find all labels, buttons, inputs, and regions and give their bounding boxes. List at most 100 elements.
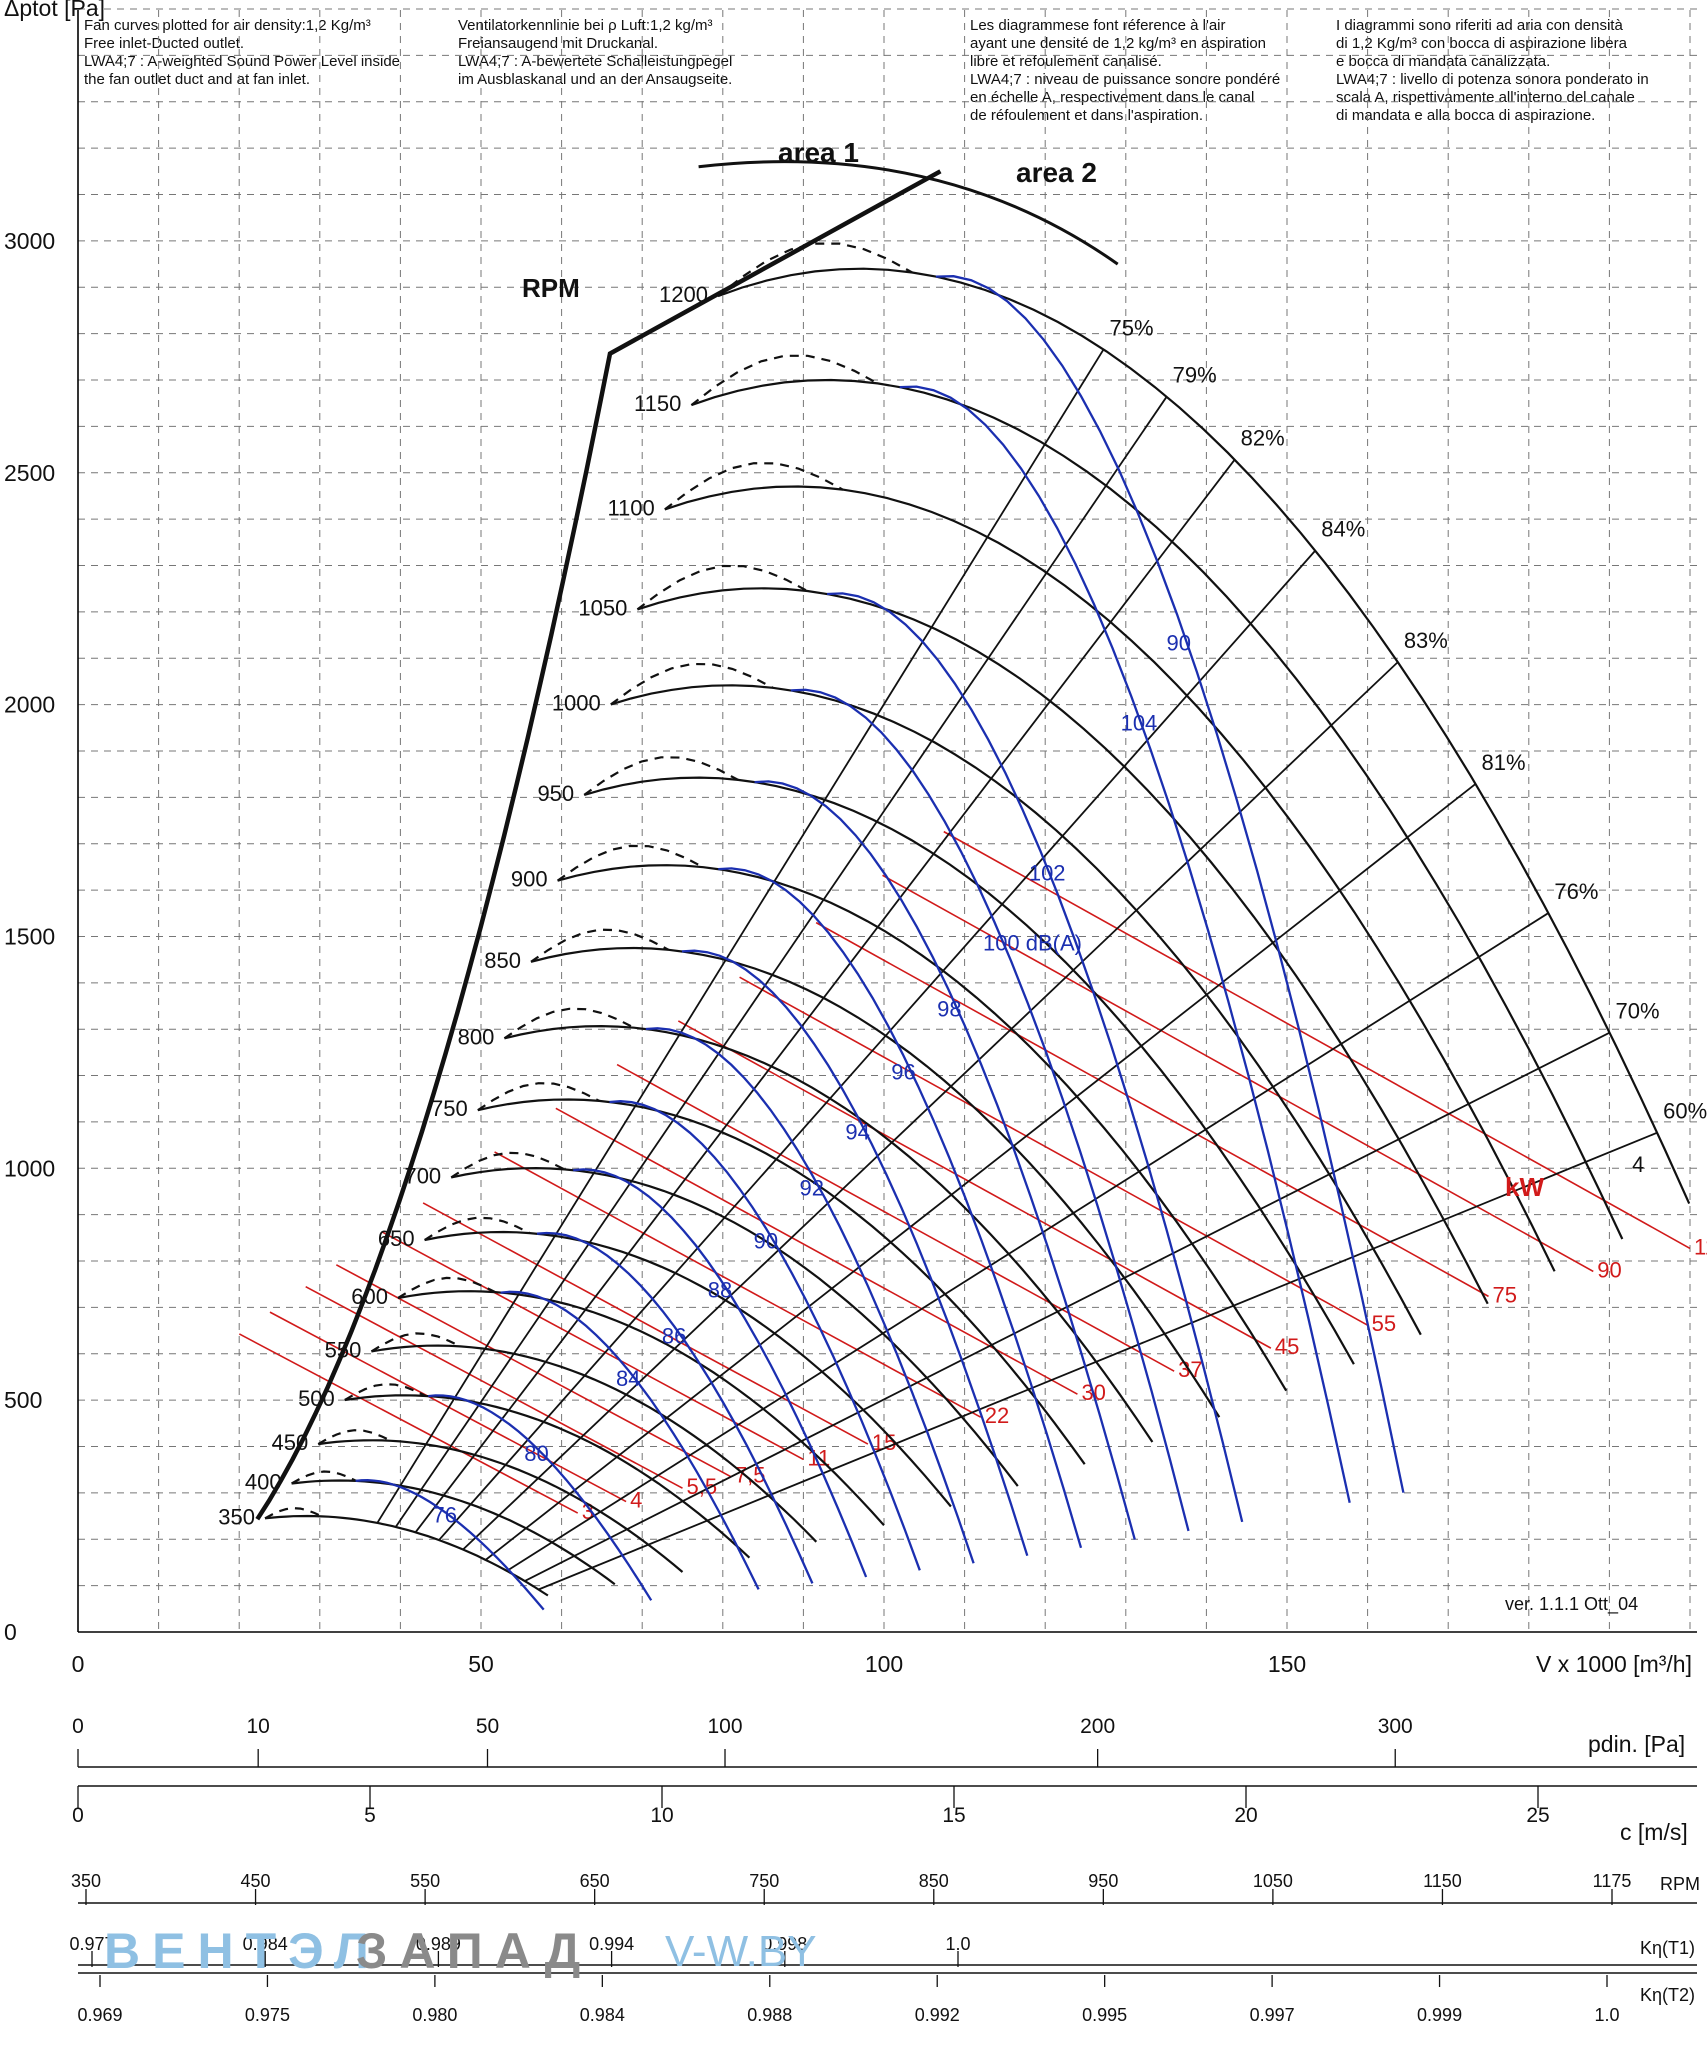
rpm-curve-500 xyxy=(344,1394,751,1559)
rpm-extension-900 xyxy=(556,844,704,882)
rpm-label-350: 350 xyxy=(218,1504,255,1529)
efficiency-line-0 xyxy=(376,348,1105,1524)
efficiency-line-6 xyxy=(506,912,1549,1572)
rpm-extension-950 xyxy=(583,756,739,796)
rpm-extension-600 xyxy=(397,1276,496,1299)
power-label-11: 75 xyxy=(1493,1282,1517,1307)
k-t1-ticks: 0.977 0.984 0.989 0.994 0.998 1.0 xyxy=(69,1934,971,1967)
note-de-2: Freiansaugend mit Druckanal. xyxy=(458,35,658,52)
watermark-part-2: ЗАПАД xyxy=(356,1923,592,1979)
x-tick-100: 100 xyxy=(865,1651,903,1677)
k-t1-label-0-998: 0.998 xyxy=(762,1934,807,1954)
rpm-scale-label-450: 450 xyxy=(241,1871,271,1891)
note-it-4: LWA4;7 : livello di potenza sonora ponde… xyxy=(1336,71,1649,88)
rpm-extension-350 xyxy=(264,1506,323,1520)
rpm-label-1100: 1100 xyxy=(607,495,654,520)
rpm-label-1000: 1000 xyxy=(552,690,601,715)
note-fr-2: ayant une densité de 1,2 kg/m³ en aspira… xyxy=(970,35,1266,52)
notes-german: Ventilatorkennlinie bei ρ Luft:1,2 kg/m³… xyxy=(458,17,732,88)
sound-label-11: 102 xyxy=(1029,860,1066,885)
rpm-extension-1150 xyxy=(690,354,879,406)
k-t2-label-0-992: 0.992 xyxy=(915,2005,960,2025)
note-it-5: scala A, rispettivamente all'interno del… xyxy=(1336,89,1635,106)
sound-curve-0 xyxy=(355,1479,545,1611)
sound-curve-12 xyxy=(899,385,1351,1504)
k-t1-label-0-984: 0.984 xyxy=(243,1934,288,1954)
notes-english: Fan curves plotted for air density:1,2 K… xyxy=(84,17,400,88)
y-tick-1500: 1500 xyxy=(4,923,55,949)
version-label: ver. 1.1.1 Ott_04 xyxy=(1505,1594,1638,1615)
y-tick-2000: 2000 xyxy=(4,692,55,718)
rpm-extension-800 xyxy=(503,1007,635,1040)
pdin-ticks: 0 10 50 100 200 300 xyxy=(72,1715,1413,1767)
rpm-extension-450 xyxy=(317,1429,392,1446)
rpm-scale-label-1050: 1050 xyxy=(1253,1871,1293,1891)
note-fr-5: en échelle A, respectivement dans le can… xyxy=(970,89,1254,106)
y-tick-labels: 0 500 1000 1500 2000 2500 3000 xyxy=(4,228,55,1645)
grid xyxy=(78,8,1697,1632)
power-line-0 xyxy=(238,1333,579,1514)
rpm-label-1050: 1050 xyxy=(578,595,627,620)
power-line-11 xyxy=(815,921,1489,1298)
sound-label-9: 98 xyxy=(937,997,961,1022)
rpm-curve-800 xyxy=(504,1024,1154,1443)
power-label-1: 4 xyxy=(630,1488,642,1513)
sound-curve-11 xyxy=(827,592,1244,1523)
area-divider-arc xyxy=(698,160,1119,266)
sound-curve-5 xyxy=(609,1100,921,1571)
rpm-extension-500 xyxy=(344,1383,427,1401)
notes-italian: I diagrammi sono riferiti ad aria con de… xyxy=(1336,17,1649,124)
efficiency-label-82: 82% xyxy=(1241,426,1285,451)
area-boundary xyxy=(255,160,1119,1521)
efficiency-line-1 xyxy=(394,396,1168,1528)
efficiency-label-75: 75% xyxy=(1110,315,1154,340)
area-1-label: area 1 xyxy=(778,137,859,168)
rpm-title: RPM xyxy=(522,273,580,303)
power-line-3 xyxy=(335,1264,732,1478)
rpm-label-1150: 1150 xyxy=(634,391,681,416)
k-t1-label-0-989: 0.989 xyxy=(416,1934,461,1954)
k-t2-label-0-999: 0.999 xyxy=(1417,2005,1462,2025)
pdin-scale-label: pdin. [Pa] xyxy=(1588,1731,1685,1757)
sound-label-4: 88 xyxy=(708,1278,732,1303)
k-t2-scale-label: Kη(T2) xyxy=(1640,1985,1695,2005)
efficiency-line-5 xyxy=(485,783,1477,1561)
pdin-label-200: 200 xyxy=(1080,1715,1115,1738)
pdin-scale: 0 10 50 100 200 300 pdin. [Pa] xyxy=(72,1715,1697,1768)
rpm-scale-label-950: 950 xyxy=(1088,1871,1118,1891)
power-label-10: 55 xyxy=(1372,1311,1396,1336)
rpm-extension-1200 xyxy=(717,242,913,297)
k-t2-label-0-988: 0.988 xyxy=(747,2005,792,2025)
sound-curve-1 xyxy=(428,1394,653,1601)
power-line-5 xyxy=(422,1202,869,1445)
power-label-6: 22 xyxy=(985,1403,1009,1428)
efficiency-label-81: 81% xyxy=(1482,750,1526,775)
rpm-scale: 350 450 550 650 750 850 950 1050 1150 1175 RPM xyxy=(71,1871,1700,1905)
rpm-curve-950 xyxy=(583,776,1355,1365)
rpm-curve-1200 xyxy=(717,267,1691,1205)
rpm-curve-1150 xyxy=(691,378,1624,1240)
note-it-6: di mandata e alla bocca di aspirazione. xyxy=(1336,107,1595,124)
sound-curve-6 xyxy=(645,1027,975,1564)
k-t2-label-1-0: 1.0 xyxy=(1594,2005,1619,2025)
rpm-extension-550 xyxy=(370,1332,461,1353)
note-en-3: LWA4;7 : A-weighted Sound Power Level in… xyxy=(84,53,400,70)
rpm-curve-1050 xyxy=(637,587,1489,1305)
rpm-curve-350 xyxy=(264,1514,549,1597)
note-de-1: Ventilatorkennlinie bei ρ Luft:1,2 kg/m³ xyxy=(458,17,713,34)
rpm-curve-450 xyxy=(318,1439,684,1573)
note-en-4: the fan outlet duct and at fan inlet. xyxy=(84,71,310,88)
sound-curve-3 xyxy=(536,1231,814,1584)
y-tick-1000: 1000 xyxy=(4,1155,55,1181)
pdin-label-50: 50 xyxy=(476,1715,499,1738)
x-tick-50: 50 xyxy=(468,1651,494,1677)
efficiency-label-76: 76% xyxy=(1554,879,1598,904)
k-t2-label-0-969: 0.969 xyxy=(77,2005,122,2025)
k-t1-label-0-977: 0.977 xyxy=(69,1934,114,1954)
sound-label-8: 96 xyxy=(891,1060,915,1085)
velocity-scale-label: c [m/s] xyxy=(1620,1819,1688,1845)
power-label-4: 4 xyxy=(1632,1152,1644,1177)
rpm-curve-550 xyxy=(371,1344,818,1543)
sound-label-1: 80 xyxy=(524,1441,548,1466)
